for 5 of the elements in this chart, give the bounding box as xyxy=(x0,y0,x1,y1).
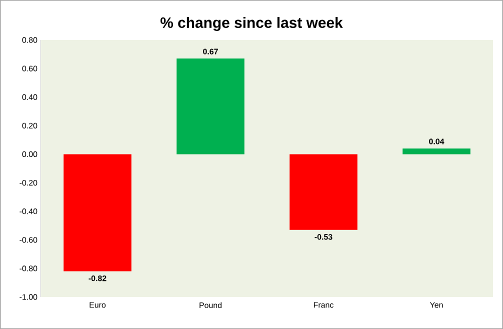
bar xyxy=(290,154,358,230)
bar xyxy=(176,58,244,154)
bar xyxy=(402,148,470,154)
chart-title: % change since last week xyxy=(160,17,343,31)
bar xyxy=(64,154,132,272)
